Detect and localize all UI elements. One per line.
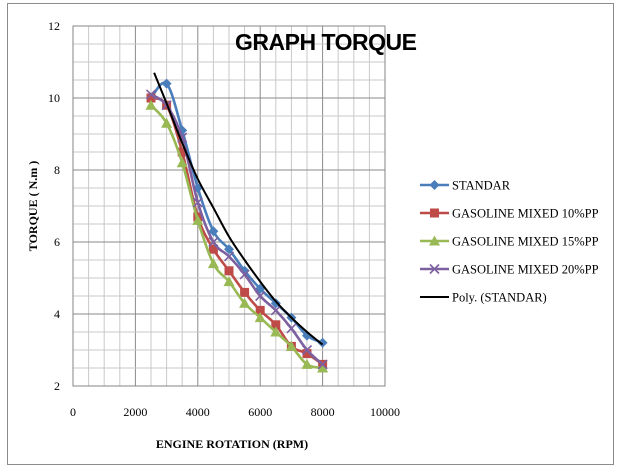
data-point-square (255, 305, 265, 315)
chart-title: GRAPH TORQUE (235, 29, 417, 55)
legend-item: GASOLINE MIXED 10%PP (420, 207, 599, 221)
data-point-diamond (270, 298, 281, 309)
data-point-diamond (317, 337, 328, 348)
data-point-square (240, 287, 250, 297)
data-point-triangle (317, 362, 329, 373)
data-point-x (145, 89, 157, 100)
data-point-square (430, 208, 439, 218)
x-tick-label: 2000 (123, 405, 147, 419)
data-point-triangle (285, 340, 297, 351)
data-point-square (208, 244, 218, 254)
legend-label: GASOLINE MIXED 15%PP (452, 235, 599, 249)
data-point-x (429, 263, 440, 275)
plot-area-border (72, 25, 386, 387)
data-point-x (270, 305, 281, 316)
legend-label: Poly. (STANDAR) (452, 291, 547, 305)
data-point-x (286, 323, 297, 334)
data-point-triangle (192, 214, 204, 225)
data-point-triangle (239, 297, 251, 308)
y-tick-label: 10 (48, 91, 60, 105)
axis-ticks: 0 2000 4000 6000 8000 10000 2 4 6 8 10 12 (48, 19, 400, 419)
legend-item: STANDAR (420, 179, 511, 193)
data-point-x (317, 359, 328, 370)
data-point-x (223, 251, 235, 262)
legend-label: GASOLINE MIXED 20%PP (452, 263, 599, 277)
data-point-square (271, 320, 281, 330)
x-tick-label: 6000 (248, 405, 272, 419)
grid (73, 26, 385, 386)
legend-label: STANDAR (452, 179, 511, 193)
y-tick-label: 6 (54, 235, 60, 249)
x-tick-label: 8000 (311, 405, 335, 419)
data-point-triangle (145, 99, 157, 110)
x-tick-label: 10000 (370, 405, 400, 419)
data-point-triangle (301, 358, 313, 369)
legend-item: GASOLINE MIXED 15%PP (420, 235, 599, 249)
y-tick-label: 4 (54, 307, 60, 321)
data-point-triangle (161, 117, 173, 128)
data-point-square (224, 266, 234, 276)
y-tick-label: 2 (54, 379, 60, 393)
data-point-triangle (176, 157, 188, 168)
data-point-x (255, 290, 266, 302)
series-line (153, 72, 324, 346)
legend-item: Poly. (STANDAR) (420, 291, 547, 305)
y-axis-title: TORQUE ( N.m ) (26, 161, 40, 251)
x-tick-label: 4000 (186, 405, 210, 419)
series-gasoline-mixed-20-pp (145, 89, 328, 370)
data-point-diamond (429, 180, 440, 190)
y-tick-label: 12 (48, 19, 60, 33)
data-point-triangle (223, 276, 235, 287)
data-point-triangle (254, 312, 266, 323)
series-poly-standar (153, 72, 324, 346)
data-point-square (302, 349, 312, 359)
y-tick-label: 8 (54, 163, 60, 177)
legend: STANDAR GASOLINE MIXED 10%PP GASOLINE MIXE… (420, 179, 599, 305)
series-group (145, 72, 329, 373)
data-point-triangle (207, 258, 219, 269)
series-gasoline-mixed-15-pp (145, 99, 329, 373)
data-point-x (192, 197, 203, 208)
data-point-diamond (224, 244, 234, 255)
data-point-diamond (161, 78, 172, 89)
data-point-x (208, 236, 219, 248)
data-point-x (301, 344, 313, 356)
legend-label: GASOLINE MIXED 10%PP (452, 207, 599, 221)
data-point-square (146, 93, 156, 103)
data-point-triangle (429, 235, 440, 246)
data-point-triangle (270, 326, 282, 337)
x-axis-title: ENGINE ROTATION (RPM) (156, 437, 308, 451)
data-point-x (239, 269, 250, 280)
data-point-diamond (208, 226, 219, 237)
legend-item: GASOLINE MIXED 20%PP (420, 263, 599, 277)
x-tick-label: 0 (70, 405, 76, 419)
data-point-square (177, 147, 187, 157)
